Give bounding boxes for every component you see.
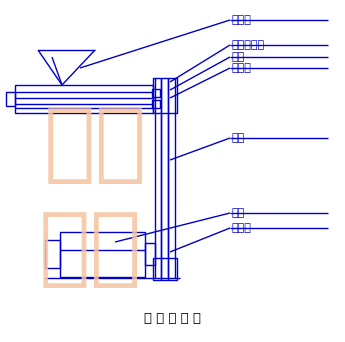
Bar: [153, 258, 177, 280]
Bar: [152, 100, 160, 108]
Bar: [145, 243, 155, 265]
Text: 送谷口: 送谷口: [232, 15, 252, 25]
Bar: [153, 78, 177, 113]
Text: 传 动 原 理 图: 传 动 原 理 图: [144, 312, 200, 325]
Bar: [152, 89, 160, 97]
Bar: [60, 232, 145, 277]
Text: 机械: 机械: [38, 209, 142, 291]
Text: 泰丰: 泰丰: [43, 104, 147, 186]
Text: 碾米铁辊筒: 碾米铁辊筒: [232, 40, 265, 50]
Text: 电机: 电机: [232, 208, 245, 218]
Text: 米筛: 米筛: [232, 52, 245, 62]
Bar: [6, 92, 15, 106]
Bar: [15, 85, 153, 113]
Text: 小带轮: 小带轮: [232, 223, 252, 233]
Text: 皮带: 皮带: [232, 133, 245, 143]
Text: 大带轮: 大带轮: [232, 63, 252, 73]
Bar: [45, 240, 60, 268]
